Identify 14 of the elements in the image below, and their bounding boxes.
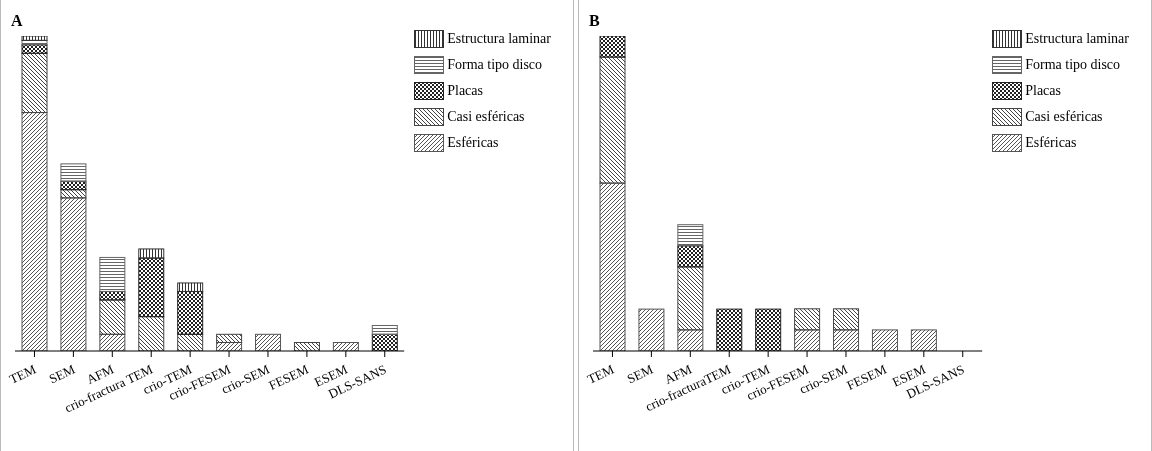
legend-label: Placas bbox=[1025, 82, 1061, 100]
legend-label: Forma tipo disco bbox=[447, 56, 543, 74]
legend-label: Esféricas bbox=[447, 134, 499, 152]
chart-title: A bbox=[11, 12, 23, 30]
legend-label: Estructura laminar bbox=[1025, 30, 1129, 48]
legend-label: Casi esféricas bbox=[447, 108, 525, 126]
legend-label: Estructura laminar bbox=[447, 30, 551, 48]
legend-label: Placas bbox=[447, 82, 483, 100]
x-tick-label: TEM bbox=[7, 361, 39, 387]
x-tick-label: TEM bbox=[585, 361, 617, 387]
chart-title: B bbox=[589, 12, 600, 30]
legend-label: Casi esféricas bbox=[1025, 108, 1103, 126]
legend-label: Forma tipo disco bbox=[1025, 56, 1121, 74]
legend-label: Esféricas bbox=[1025, 134, 1077, 152]
